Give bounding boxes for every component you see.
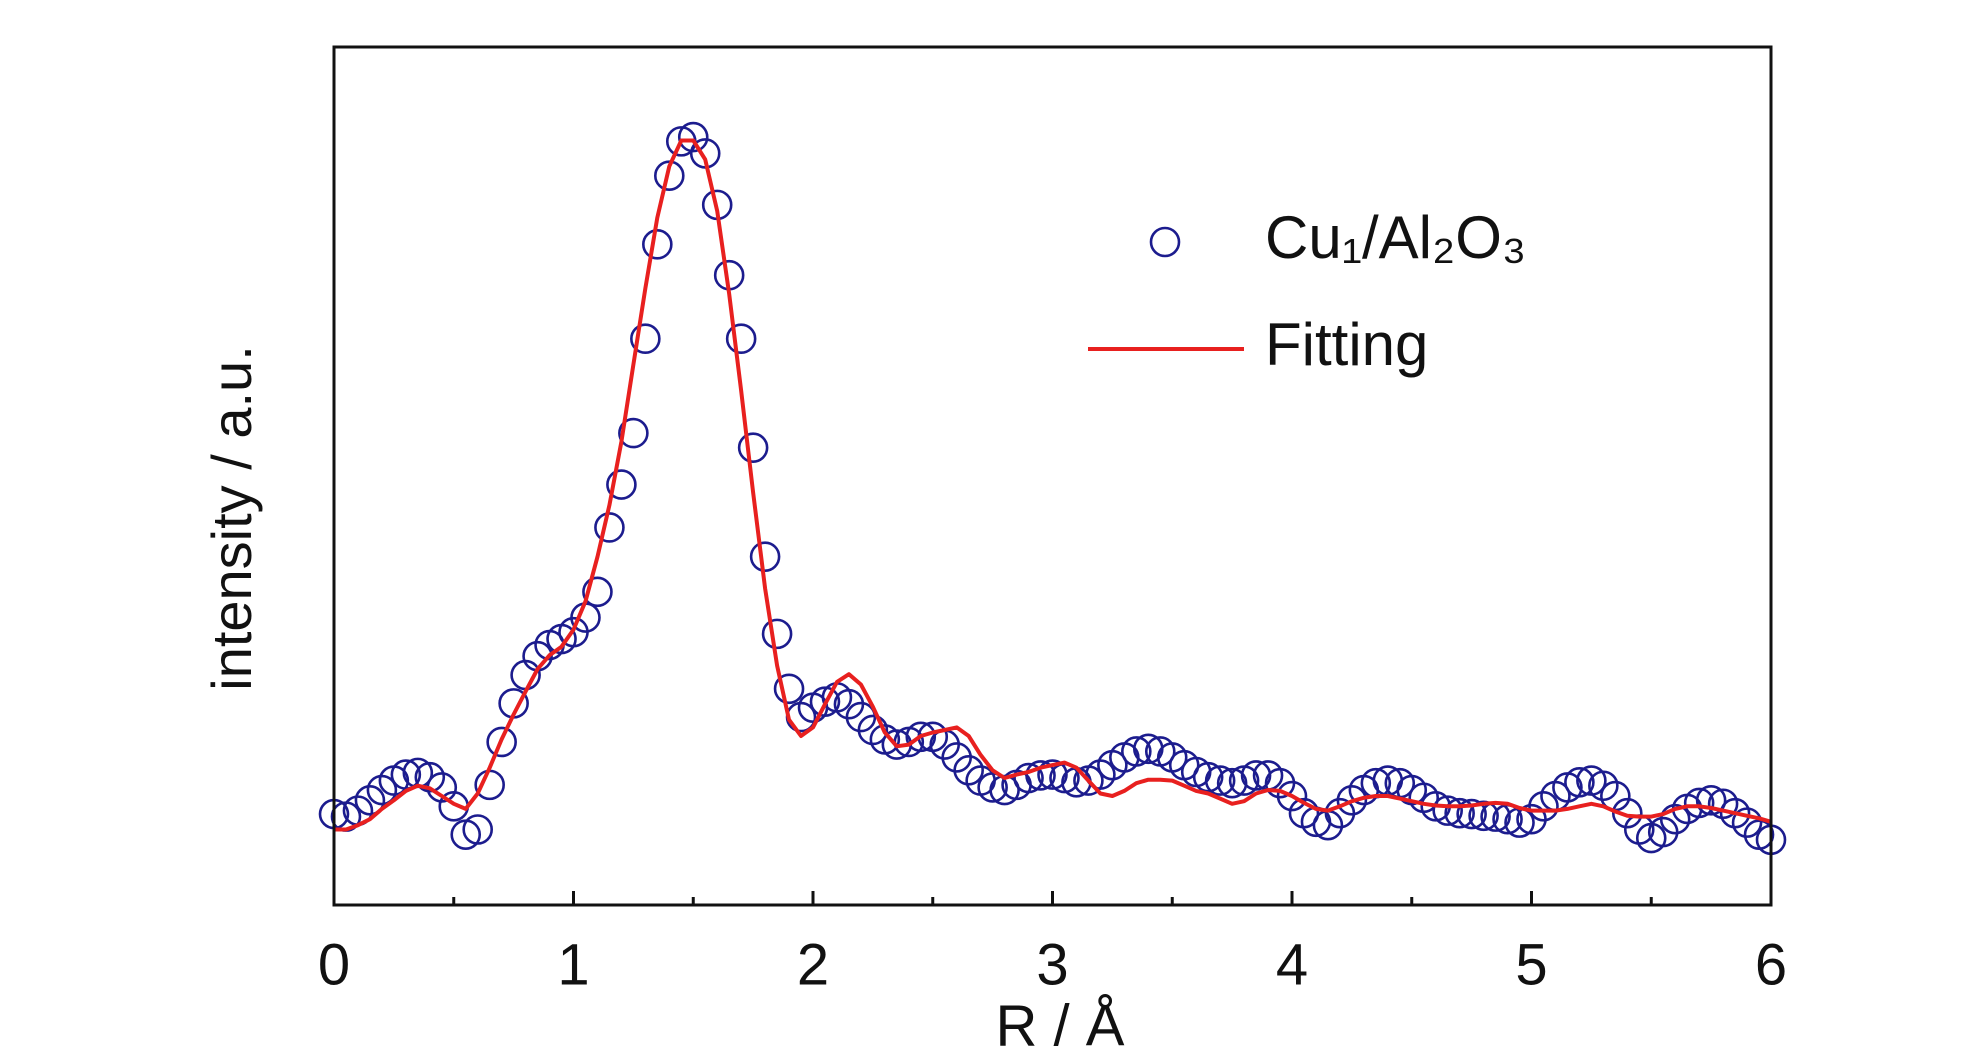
data-point xyxy=(414,761,446,793)
plot-frame xyxy=(332,45,1773,907)
data-point xyxy=(618,417,649,449)
data-point xyxy=(1432,795,1463,826)
x-tick-label: 0 xyxy=(318,932,350,997)
data-point xyxy=(642,229,673,260)
data-point xyxy=(1216,767,1248,799)
data-point xyxy=(1037,759,1068,790)
data-point xyxy=(1564,767,1595,798)
x-tick-label: 3 xyxy=(1036,932,1068,997)
legend-label: Cu₁/Al₂O₃ xyxy=(1265,204,1526,271)
data-point xyxy=(1612,797,1643,829)
data-point xyxy=(354,785,386,816)
data-point xyxy=(582,576,613,608)
legend-marker xyxy=(1149,226,1181,258)
data-point xyxy=(1192,761,1224,793)
data-point xyxy=(486,726,517,758)
data-point xyxy=(1588,770,1619,802)
data-point xyxy=(630,323,661,355)
data-point xyxy=(1659,803,1691,835)
data-point xyxy=(749,541,781,572)
data-point xyxy=(1528,791,1559,822)
data-point xyxy=(953,754,984,786)
x-tick-label: 1 xyxy=(557,932,589,997)
data-point xyxy=(1025,760,1056,791)
x-axis-label: R / Å xyxy=(996,993,1125,1058)
data-point xyxy=(677,121,709,153)
data-point xyxy=(773,673,805,705)
data-point xyxy=(390,759,422,790)
data-point xyxy=(1695,785,1727,816)
data-point xyxy=(1731,807,1763,838)
fit-line xyxy=(334,138,1772,832)
data-point xyxy=(1683,787,1715,819)
data-point xyxy=(1468,800,1499,832)
data-point xyxy=(1444,797,1475,829)
data-point xyxy=(462,814,494,845)
x-tick-label: 2 xyxy=(797,932,829,997)
data-point xyxy=(1204,765,1236,796)
data-point xyxy=(977,772,1008,803)
y-axis-label: intensity / a.u. xyxy=(200,345,263,691)
data-point xyxy=(809,686,841,717)
data-point xyxy=(1121,736,1152,767)
data-point xyxy=(1336,785,1368,816)
data-point xyxy=(594,512,625,543)
x-tick-label: 6 xyxy=(1755,932,1787,997)
data-point xyxy=(761,618,793,650)
x-tick-label: 4 xyxy=(1276,932,1308,997)
legend-label: Fitting xyxy=(1265,311,1428,378)
data-point xyxy=(1013,762,1044,794)
data-point xyxy=(606,469,637,500)
data-point xyxy=(1276,780,1308,812)
data-point xyxy=(737,432,769,463)
data-point xyxy=(725,323,757,355)
data-point xyxy=(1240,760,1272,791)
x-tick-label: 5 xyxy=(1515,932,1547,997)
data-point xyxy=(905,721,937,753)
data-point xyxy=(1456,798,1487,830)
